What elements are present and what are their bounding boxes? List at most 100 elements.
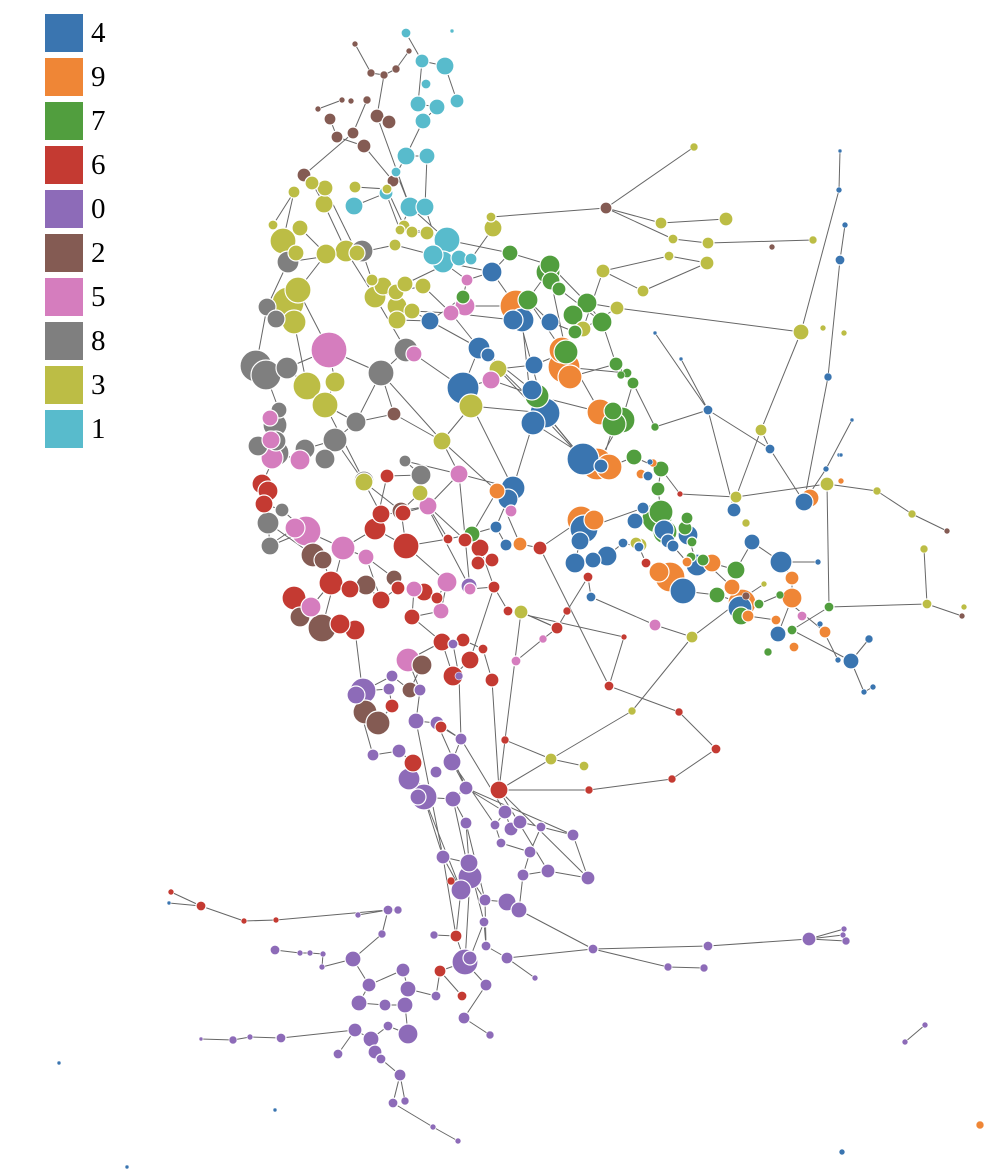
graph-node-community-0	[382, 1020, 394, 1032]
graph-node-community-5	[418, 496, 438, 516]
graph-nodes	[56, 27, 985, 1170]
graph-node-community-6	[394, 504, 412, 522]
graph-edge	[592, 945, 709, 950]
graph-node-community-1	[414, 112, 432, 130]
legend-item: 6	[45, 143, 106, 187]
graph-node-community-4	[669, 577, 697, 605]
graph-edge	[838, 150, 841, 191]
graph-node-community-2	[366, 68, 376, 78]
graph-node-community-4	[837, 148, 843, 154]
graph-edge	[632, 382, 656, 428]
graph-node-community-4	[570, 531, 590, 551]
graph-node-community-6	[582, 571, 594, 583]
graph-node-community-9	[488, 482, 506, 500]
graph-node-community-7	[626, 376, 640, 390]
legend-item: 5	[45, 275, 106, 319]
legend-item: 3	[45, 363, 106, 407]
graph-node-community-3	[414, 277, 432, 295]
graph-edge	[671, 748, 717, 780]
graph-node-community-2	[386, 406, 402, 422]
graph-node-community-3	[907, 509, 917, 519]
legend: 4 9 7 6 0 2 5 8 3 1	[45, 11, 106, 451]
graph-node-community-7	[726, 560, 746, 580]
graph-node-community-6	[562, 606, 572, 616]
graph-node-community-9	[741, 609, 755, 623]
graph-node-community-6	[477, 643, 489, 655]
graph-node-community-7	[680, 511, 694, 525]
graph-node-community-6	[433, 964, 447, 978]
graph-node-community-8	[410, 464, 432, 486]
graph-node-community-5	[405, 580, 423, 598]
graph-node-community-0	[375, 1053, 387, 1065]
graph-edge	[605, 207, 674, 240]
legend-label: 4	[91, 16, 106, 49]
legend-swatch	[45, 146, 83, 184]
graph-edge	[243, 919, 277, 922]
graph-node-community-5	[289, 449, 311, 471]
graph-edge	[616, 307, 802, 333]
graph-edge	[442, 856, 457, 937]
graph-node-community-9	[648, 561, 670, 583]
graph-node-community-3	[544, 752, 558, 766]
graph-node-community-4	[666, 539, 680, 553]
graph-node-community-4	[678, 356, 684, 362]
graph-node-community-6	[371, 504, 391, 524]
graph-edge	[463, 984, 487, 1019]
graph-node-community-5	[330, 535, 356, 561]
graph-node-community-6	[502, 605, 514, 617]
graph-node-community-3	[291, 219, 309, 237]
graph-node-community-4	[652, 330, 658, 336]
graph-edge	[380, 372, 443, 442]
graph-node-community-4	[849, 417, 855, 423]
graph-node-community-4	[835, 186, 843, 194]
graph-node-community-2	[379, 70, 389, 80]
graph-node-community-3	[287, 185, 301, 199]
graph-node-community-4	[499, 538, 513, 552]
graph-node-community-0	[318, 963, 326, 971]
graph-edge	[200, 1038, 234, 1041]
graph-node-community-7	[823, 601, 835, 613]
graph-node-community-8	[398, 454, 412, 468]
graph-node-community-4	[502, 309, 524, 331]
graph-node-community-5	[538, 634, 548, 644]
graph-node-community-6	[390, 580, 406, 596]
graph-node-community-5	[310, 331, 348, 369]
graph-node-community-3	[689, 142, 699, 152]
graph-node-community-6	[460, 650, 480, 670]
graph-node-community-2	[958, 612, 966, 620]
graph-node-community-1	[464, 252, 478, 266]
graph-edge	[791, 629, 852, 662]
graph-node-community-4	[56, 1060, 62, 1066]
graph-node-community-6	[640, 557, 652, 569]
graph-node-community-6	[449, 929, 463, 943]
graph-node-community-2	[330, 130, 344, 144]
graph-node-community-8	[345, 411, 367, 433]
graph-node-community-7	[686, 536, 698, 548]
graph-edge	[679, 493, 737, 498]
legend-label: 6	[91, 148, 106, 181]
graph-node-community-3	[808, 235, 818, 245]
graph-edge	[735, 483, 828, 498]
graph-node-community-3	[685, 630, 699, 644]
graph-node-community-7	[608, 356, 624, 372]
graph-node-community-0	[535, 821, 547, 833]
graph-node-community-7	[650, 422, 660, 432]
graph-node-community-0	[346, 685, 366, 705]
graph-edge	[654, 409, 709, 428]
graph-edge	[826, 483, 878, 492]
graph-node-community-8	[275, 356, 299, 380]
graph-node-community-0	[350, 994, 368, 1012]
graph-node-community-0	[397, 1023, 419, 1045]
graph-node-community-0	[478, 893, 492, 907]
legend-item: 2	[45, 231, 106, 275]
graph-node-community-0	[391, 743, 407, 759]
graph-node-community-0	[454, 1137, 462, 1145]
graph-node-community-7	[650, 481, 666, 497]
graph-edge	[441, 440, 498, 492]
graph-node-community-3	[287, 244, 305, 262]
graph-node-community-3	[919, 544, 929, 554]
graph-node-community-6	[456, 990, 468, 1002]
graph-node-community-3	[663, 250, 675, 262]
graph-node-community-6	[340, 579, 360, 599]
graph-node-community-0	[458, 780, 474, 796]
